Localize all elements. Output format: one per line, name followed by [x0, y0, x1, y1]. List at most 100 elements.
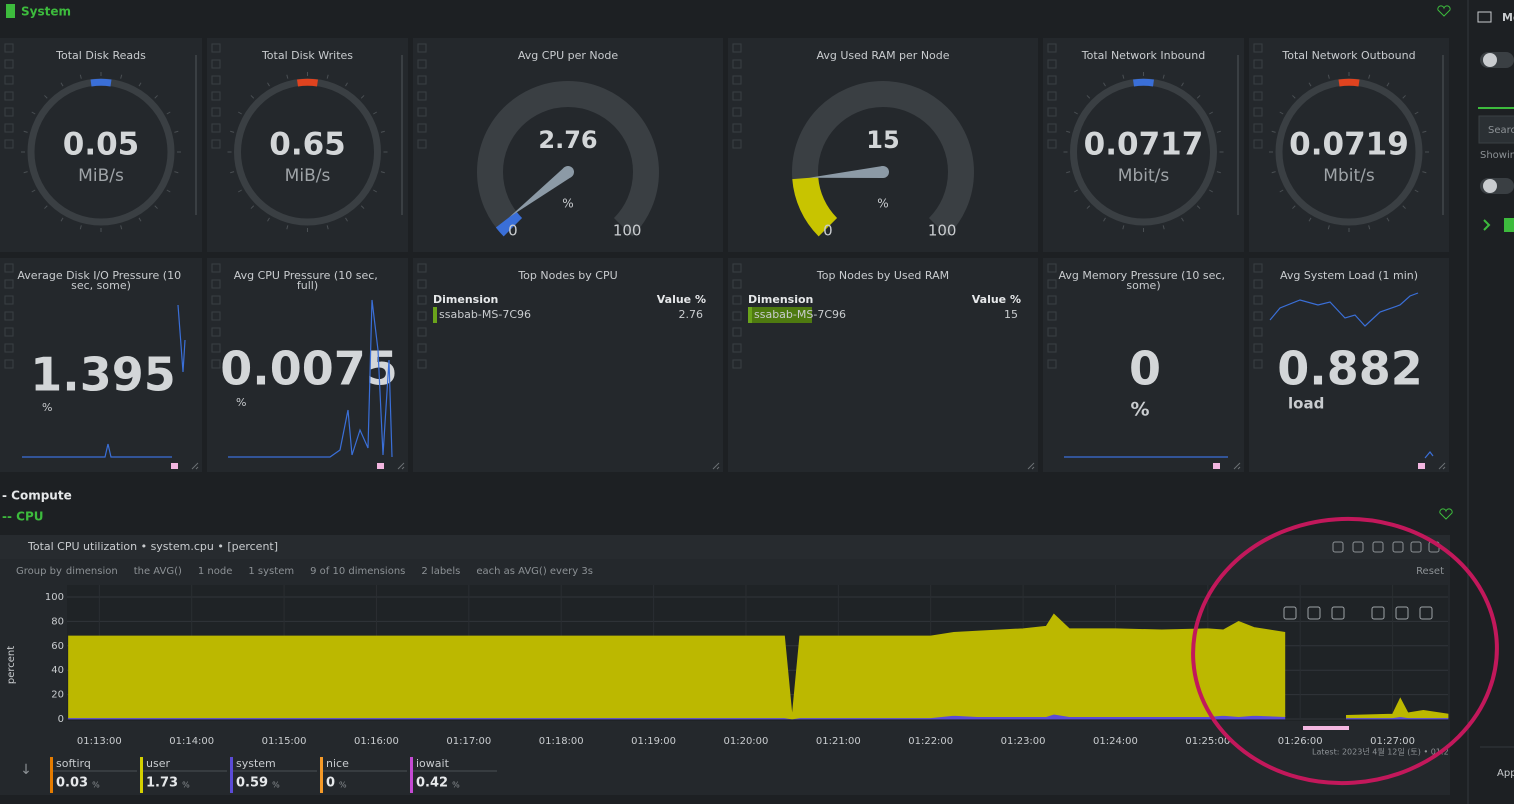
panel-icon[interactable] [1253, 279, 1263, 289]
panel-icon[interactable] [1047, 43, 1057, 53]
panel-icon[interactable] [1253, 107, 1263, 117]
panel-icon[interactable] [1047, 327, 1057, 337]
panel-icon[interactable] [211, 263, 221, 273]
panel-icon[interactable] [1253, 311, 1263, 321]
panel-icon[interactable] [417, 359, 427, 369]
chart-control[interactable]: 9 of 10 dimensions [310, 566, 405, 577]
panel-icon[interactable] [1253, 263, 1263, 273]
panel-icon[interactable] [1047, 263, 1057, 273]
chart-control[interactable]: 1 system [248, 566, 294, 577]
panel-icon[interactable] [1253, 295, 1263, 305]
zoom-tool[interactable] [1419, 606, 1433, 620]
search-box[interactable] [1478, 115, 1514, 144]
panel-icon[interactable] [211, 359, 221, 369]
panel-icon[interactable] [732, 359, 742, 369]
panel-icon[interactable] [4, 279, 14, 289]
legend-name[interactable]: user [146, 757, 170, 770]
panel-icon[interactable] [417, 139, 427, 149]
chevron[interactable] [1483, 219, 1491, 231]
collapse-arrow[interactable]: ↓ [20, 762, 32, 778]
panel-icon[interactable] [1047, 123, 1057, 133]
panel-icon[interactable] [211, 279, 221, 289]
panel-icon[interactable] [4, 327, 14, 337]
panel-icon[interactable] [732, 343, 742, 353]
panel-icon[interactable] [1253, 359, 1263, 369]
panel-icon[interactable] [1253, 75, 1263, 85]
panel-icon[interactable] [417, 123, 427, 133]
panel-icon[interactable] [1253, 343, 1263, 353]
panel-icon[interactable] [211, 311, 221, 321]
panel-icon[interactable] [417, 43, 427, 53]
panel-icon[interactable] [4, 91, 14, 101]
panel-icon[interactable] [4, 75, 14, 85]
panel-icon[interactable] [211, 295, 221, 305]
legend-name[interactable]: nice [326, 757, 349, 770]
legend-name[interactable]: iowait [416, 757, 450, 770]
panel-icon[interactable] [211, 107, 221, 117]
toolbar-icon[interactable] [1372, 541, 1384, 553]
toolbar-icon[interactable] [1352, 541, 1364, 553]
panel-icon[interactable] [4, 311, 14, 321]
zoom-tool[interactable] [1331, 606, 1345, 620]
panel-icon[interactable] [417, 279, 427, 289]
panel-icon[interactable] [211, 139, 221, 149]
legend-name[interactable]: softirq [56, 757, 91, 770]
panel-icon[interactable] [1047, 359, 1057, 369]
sidebar-apps[interactable]: App [1497, 768, 1514, 779]
panel-icon[interactable] [211, 91, 221, 101]
panel-icon[interactable] [417, 91, 427, 101]
panel-icon[interactable] [4, 359, 14, 369]
panel-icon[interactable] [417, 75, 427, 85]
zoom-tool[interactable] [1283, 606, 1297, 620]
zoom-tool[interactable] [1371, 606, 1385, 620]
panel-icon[interactable] [211, 123, 221, 133]
panel-icon[interactable] [1253, 327, 1263, 337]
sidebar-menu[interactable]: Me [1502, 11, 1514, 24]
toolbar-icon[interactable] [1332, 541, 1344, 553]
panel-icon[interactable] [417, 295, 427, 305]
panel-icon[interactable] [732, 59, 742, 69]
panel-icon[interactable] [417, 343, 427, 353]
legend-swatch[interactable] [140, 757, 143, 793]
panel-icon[interactable] [732, 43, 742, 53]
panel-icon[interactable] [1047, 91, 1057, 101]
panel-icon[interactable] [1253, 139, 1263, 149]
panel-icon[interactable] [4, 43, 14, 53]
panel-icon[interactable] [417, 311, 427, 321]
panel-icon[interactable] [732, 107, 742, 117]
toolbar-icon[interactable] [1410, 541, 1422, 553]
panel-icon[interactable] [1253, 91, 1263, 101]
legend-swatch[interactable] [230, 757, 233, 793]
chart-control[interactable]: the AVG() [134, 566, 182, 577]
panel-icon[interactable] [211, 343, 221, 353]
panel-icon[interactable] [4, 123, 14, 133]
chart-control[interactable]: dimension [66, 566, 118, 577]
zoom-tool[interactable] [1395, 606, 1409, 620]
node-name[interactable]: ssabab-MS-7C96 [439, 308, 531, 321]
panel-icon[interactable] [417, 327, 427, 337]
panel-icon[interactable] [211, 59, 221, 69]
chart-control[interactable]: each as AVG() every 3s [476, 566, 593, 577]
panel-icon[interactable] [1047, 279, 1057, 289]
legend-name[interactable]: system [236, 757, 276, 770]
panel-icon[interactable] [417, 263, 427, 273]
panel-icon[interactable] [732, 279, 742, 289]
panel-icon[interactable] [1253, 59, 1263, 69]
legend-swatch[interactable] [50, 757, 53, 793]
panel-icon[interactable] [1047, 75, 1057, 85]
panel-icon[interactable] [1047, 311, 1057, 321]
panel-icon[interactable] [732, 263, 742, 273]
zoom-tool[interactable] [1307, 606, 1321, 620]
panel-icon[interactable] [1253, 123, 1263, 133]
panel-icon[interactable] [1047, 107, 1057, 117]
panel-icon[interactable] [4, 139, 14, 149]
panel-icon[interactable] [732, 327, 742, 337]
panel-icon[interactable] [4, 263, 14, 273]
panel-icon[interactable] [732, 295, 742, 305]
panel-icon[interactable] [1047, 139, 1057, 149]
panel-icon[interactable] [732, 91, 742, 101]
legend-swatch[interactable] [320, 757, 323, 793]
legend-swatch[interactable] [410, 757, 413, 793]
panel-icon[interactable] [417, 107, 427, 117]
favorite-icon[interactable] [1439, 508, 1453, 520]
